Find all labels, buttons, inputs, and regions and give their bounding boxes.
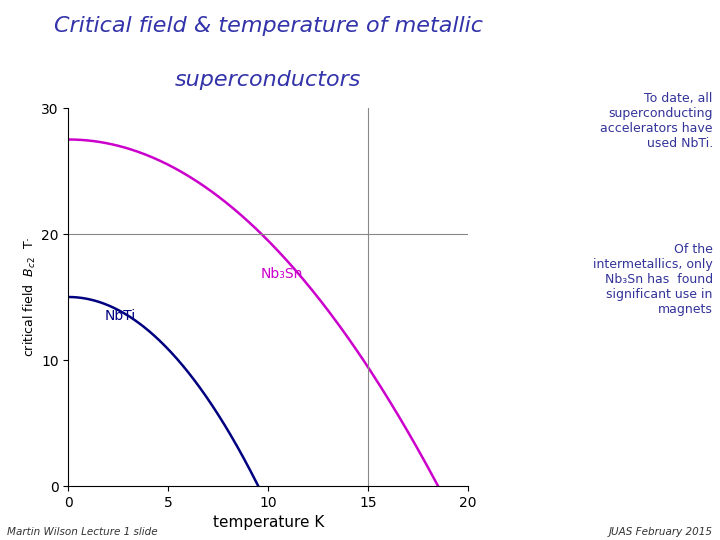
Y-axis label: critical field  $B_{c2}$  T·: critical field $B_{c2}$ T· [22,237,38,357]
X-axis label: temperature K: temperature K [212,515,324,530]
Text: JUAS February 2015: JUAS February 2015 [609,527,713,537]
Text: Nb₃Sn: Nb₃Sn [260,267,302,281]
Text: Martin Wilson Lecture 1 slide: Martin Wilson Lecture 1 slide [7,527,158,537]
Text: NbTi: NbTi [104,309,135,323]
Text: superconductors: superconductors [175,70,361,90]
Text: Of the
intermetallics, only
Nb₃Sn has  found
significant use in
magnets: Of the intermetallics, only Nb₃Sn has fo… [593,243,713,316]
Text: To date, all
superconducting
accelerators have
used NbTi.: To date, all superconducting accelerator… [600,92,713,150]
Text: Critical field & temperature of metallic: Critical field & temperature of metallic [54,16,482,36]
